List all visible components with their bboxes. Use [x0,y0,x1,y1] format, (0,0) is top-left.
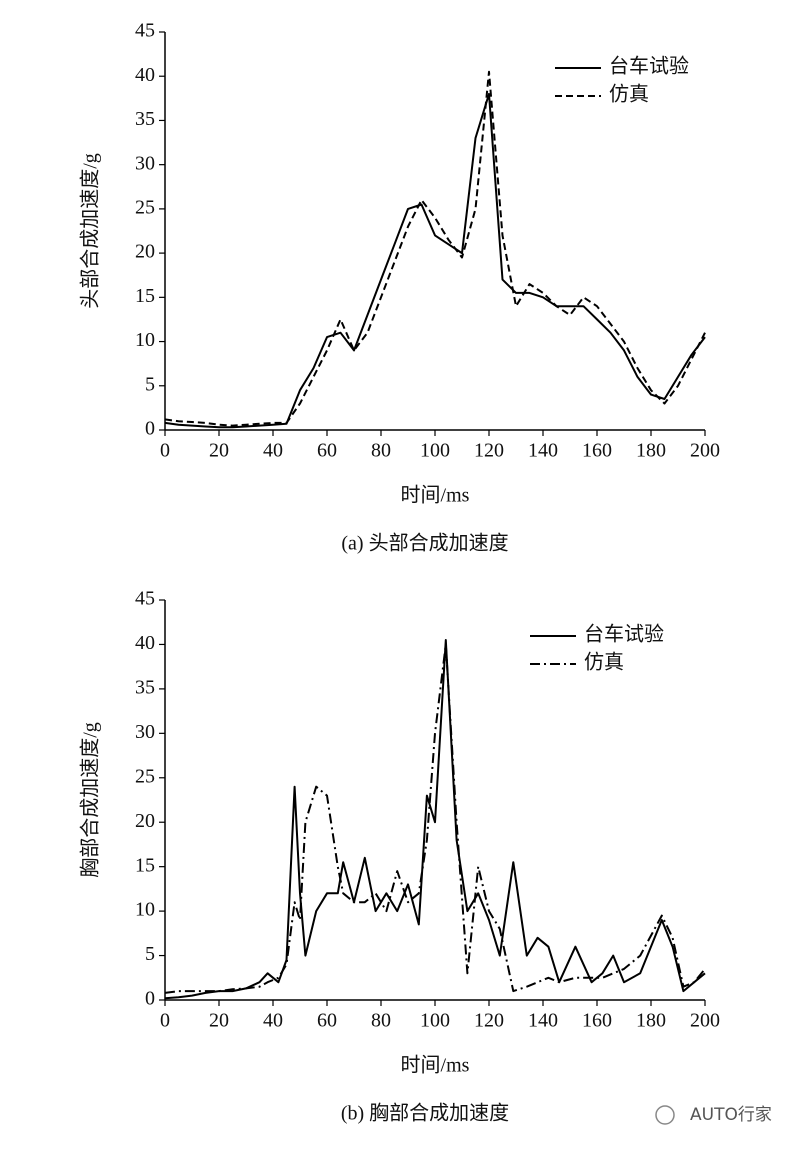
x-tick-label: 100 [420,1010,450,1032]
legend-label: 仿真 [609,83,649,106]
x-tick-label: 20 [209,1010,229,1032]
legend-label: 仿真 [584,651,624,674]
x-tick-label: 200 [690,1010,720,1032]
y-tick-label: 25 [135,765,155,787]
x-tick-label: 160 [582,1010,612,1032]
y-tick-label: 0 [145,988,155,1010]
x-tick-label: 120 [474,1010,504,1032]
y-tick-label: 45 [135,588,155,610]
x-tick-label: 180 [636,1010,666,1032]
y-tick-label: 35 [135,676,155,698]
x-tick-label: 60 [317,1010,337,1032]
y-tick-label: 10 [135,899,155,921]
watermark: AUTO行家 [690,1105,772,1125]
legend-label: 台车试验 [609,55,689,78]
watermark-icon [655,1105,675,1125]
y-axis-label: 头部合成加速度/g [79,153,102,309]
x-tick-label: 0 [160,440,170,462]
x-tick-label: 40 [263,1010,283,1032]
legend-label: 台车试验 [584,623,664,646]
x-tick-label: 140 [528,440,558,462]
series-line [164,639,706,1000]
y-tick-label: 5 [145,373,155,395]
y-tick-label: 10 [135,329,155,351]
y-tick-label: 25 [135,196,155,218]
x-tick-label: 200 [690,440,720,462]
series-line [164,70,706,427]
x-tick-label: 120 [474,440,504,462]
x-tick-label: 20 [209,440,229,462]
y-tick-label: 40 [135,64,155,86]
y-tick-label: 20 [135,241,155,263]
caption: (a) 头部合成加速度 [341,532,508,555]
x-tick-label: 40 [263,440,283,462]
x-axis-label: 时间/ms [401,484,470,507]
y-tick-label: 20 [135,810,155,832]
y-tick-label: 30 [135,721,155,743]
x-tick-label: 0 [160,1010,170,1032]
x-tick-label: 80 [371,440,391,462]
y-tick-label: 0 [145,418,155,440]
series-line [164,643,706,994]
y-tick-label: 15 [135,285,155,307]
x-tick-label: 80 [371,1010,391,1032]
caption: (b) 胸部合成加速度 [341,1102,509,1125]
series-line [164,92,706,429]
y-tick-label: 5 [145,943,155,965]
y-tick-label: 45 [135,20,155,42]
y-tick-label: 15 [135,854,155,876]
x-axis-label: 时间/ms [401,1054,470,1077]
x-tick-label: 140 [528,1010,558,1032]
x-tick-label: 160 [582,440,612,462]
y-tick-label: 30 [135,152,155,174]
x-tick-label: 100 [420,440,450,462]
x-tick-label: 180 [636,440,666,462]
y-axis-label: 胸部合成加速度/g [79,722,102,878]
y-tick-label: 35 [135,108,155,130]
x-tick-label: 60 [317,440,337,462]
y-tick-label: 40 [135,632,155,654]
